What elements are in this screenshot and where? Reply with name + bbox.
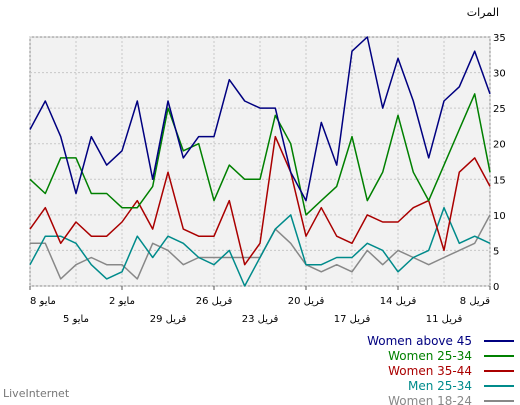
x-tick-label: 23 قريل [242,314,279,325]
y-tick-label: 35 [493,33,506,44]
series-line-women-25-34 [29,93,491,216]
y-tick-label: 25 [493,104,506,115]
x-tick-label: 8 قريل [460,296,490,307]
x-tick-label: 5 مايو [63,314,89,325]
y-axis-label: المرات [467,6,499,19]
y-tick-label: 10 [493,211,506,222]
x-tick-label: 14 قريل [380,296,417,307]
x-tick-label: 2 مايو [109,296,135,307]
y-tick-label: 15 [493,175,506,186]
y-tick-label: 30 [493,69,506,80]
y-tick-label: 20 [493,140,506,151]
legend-label: Women 35-44 [388,364,472,378]
y-tick-label: 5 [493,246,499,257]
y-tick-label: 0 [493,282,499,293]
brand-label: LiveInternet [3,387,70,400]
x-tick-label: 8 مايو [30,296,56,307]
series-line-women-above-45 [29,36,491,202]
legend-label: Men 25-34 [408,379,472,393]
x-tick-label: 29 قريل [150,314,187,325]
legend-label: Women 18-24 [388,394,472,405]
legend-label: Women above 45 [367,334,472,348]
x-tick-label: 11 قريل [426,314,463,325]
series-line-women-35-44 [29,135,491,266]
x-tick-label: 20 قريل [288,296,325,307]
x-tick-label: 17 قريل [334,314,371,325]
x-tick-label: 26 قريل [196,296,233,307]
legend-label: Women 25-34 [388,349,472,363]
series-line-men-25-34 [29,206,491,287]
